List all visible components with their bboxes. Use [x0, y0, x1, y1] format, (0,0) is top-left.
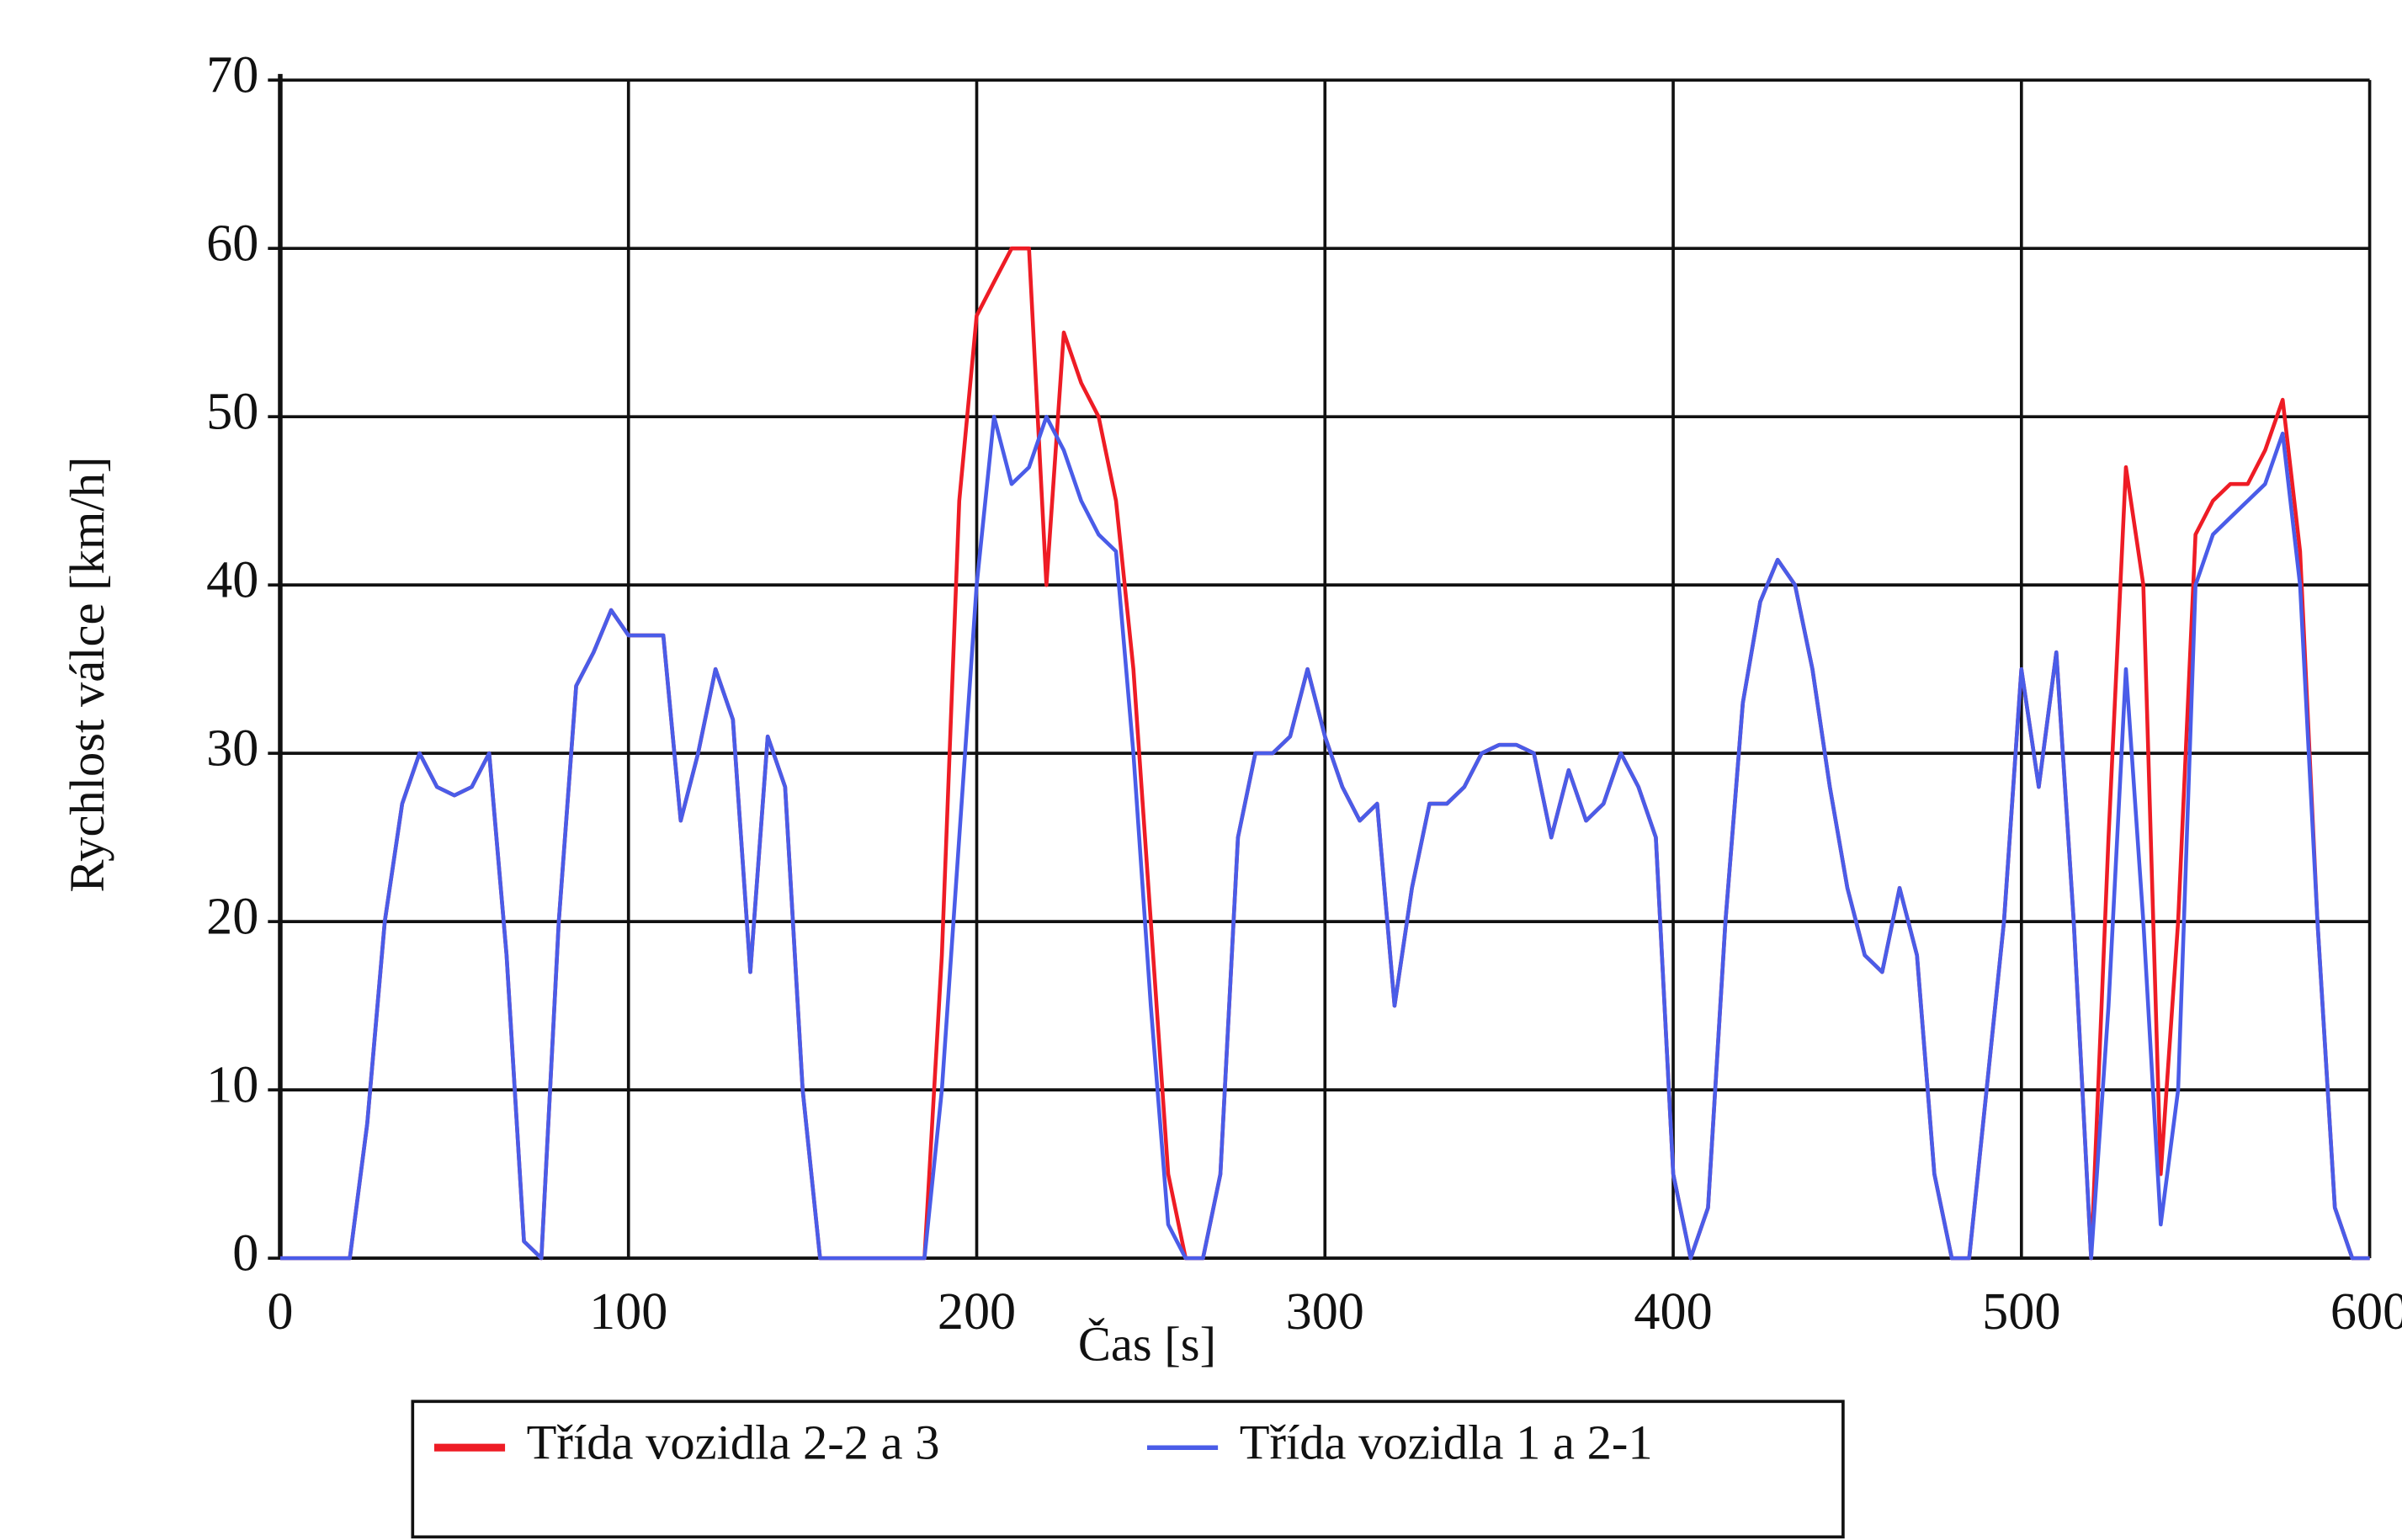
x-tick-label: 600	[2330, 1283, 2402, 1341]
y-tick-label: 70	[206, 46, 258, 104]
x-tick-label: 100	[589, 1283, 667, 1341]
x-tick-label: 200	[938, 1283, 1016, 1341]
y-tick-label: 20	[206, 888, 258, 945]
y-tick-label: 40	[206, 551, 258, 608]
y-tick-label: 0	[232, 1224, 258, 1282]
x-axis-title: Čas [s]	[1078, 1317, 1216, 1372]
series-line	[279, 414, 2370, 1261]
legend-label: Třída vozidla 2-2 a 3	[527, 1415, 940, 1470]
y-tick-label: 60	[206, 215, 258, 272]
legend-label: Třída vozidla 1 a 2-1	[1240, 1415, 1653, 1470]
legend-box	[411, 1399, 1845, 1539]
y-tick-label: 10	[206, 1056, 258, 1113]
y-tick-label: 50	[206, 383, 258, 440]
x-tick-label: 0	[267, 1283, 293, 1341]
y-tick-label: 30	[206, 720, 258, 777]
y-axis-title: Rychlost válce [km/h]	[60, 457, 114, 893]
x-tick-label: 400	[1634, 1283, 1712, 1341]
x-tick-label: 300	[1286, 1283, 1364, 1341]
x-tick-label: 500	[1982, 1283, 2060, 1341]
